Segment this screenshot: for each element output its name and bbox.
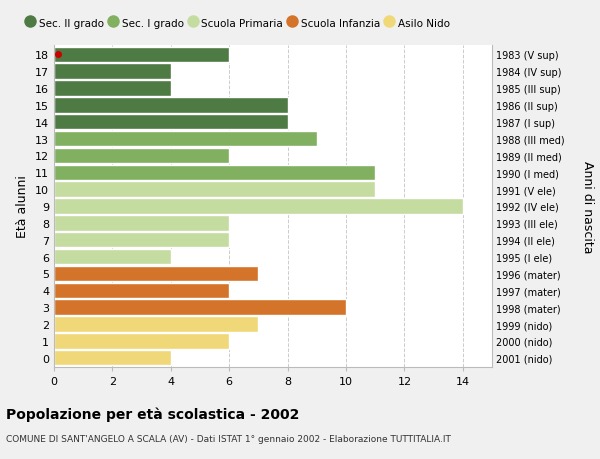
Bar xyxy=(54,283,229,298)
Bar xyxy=(54,81,171,96)
Text: Popolazione per età scolastica - 2002: Popolazione per età scolastica - 2002 xyxy=(6,406,299,421)
Y-axis label: Anni di nascita: Anni di nascita xyxy=(581,160,595,253)
Bar xyxy=(54,232,229,248)
Bar xyxy=(54,182,375,197)
Bar xyxy=(54,216,229,231)
Bar xyxy=(54,47,229,63)
Bar xyxy=(54,148,229,164)
Bar xyxy=(54,317,259,332)
Bar xyxy=(54,64,171,80)
Bar xyxy=(54,266,259,281)
Bar xyxy=(54,333,229,349)
Legend: Sec. II grado, Sec. I grado, Scuola Primaria, Scuola Infanzia, Asilo Nido: Sec. II grado, Sec. I grado, Scuola Prim… xyxy=(22,14,454,33)
Bar xyxy=(54,115,287,130)
Bar xyxy=(54,249,171,265)
Y-axis label: Età alunni: Età alunni xyxy=(16,175,29,238)
Text: COMUNE DI SANT'ANGELO A SCALA (AV) - Dati ISTAT 1° gennaio 2002 - Elaborazione T: COMUNE DI SANT'ANGELO A SCALA (AV) - Dat… xyxy=(6,434,451,443)
Bar xyxy=(54,98,287,113)
Bar xyxy=(54,300,346,315)
Bar xyxy=(54,350,171,366)
Bar xyxy=(54,165,375,181)
Bar xyxy=(54,132,317,147)
Bar xyxy=(54,199,463,214)
